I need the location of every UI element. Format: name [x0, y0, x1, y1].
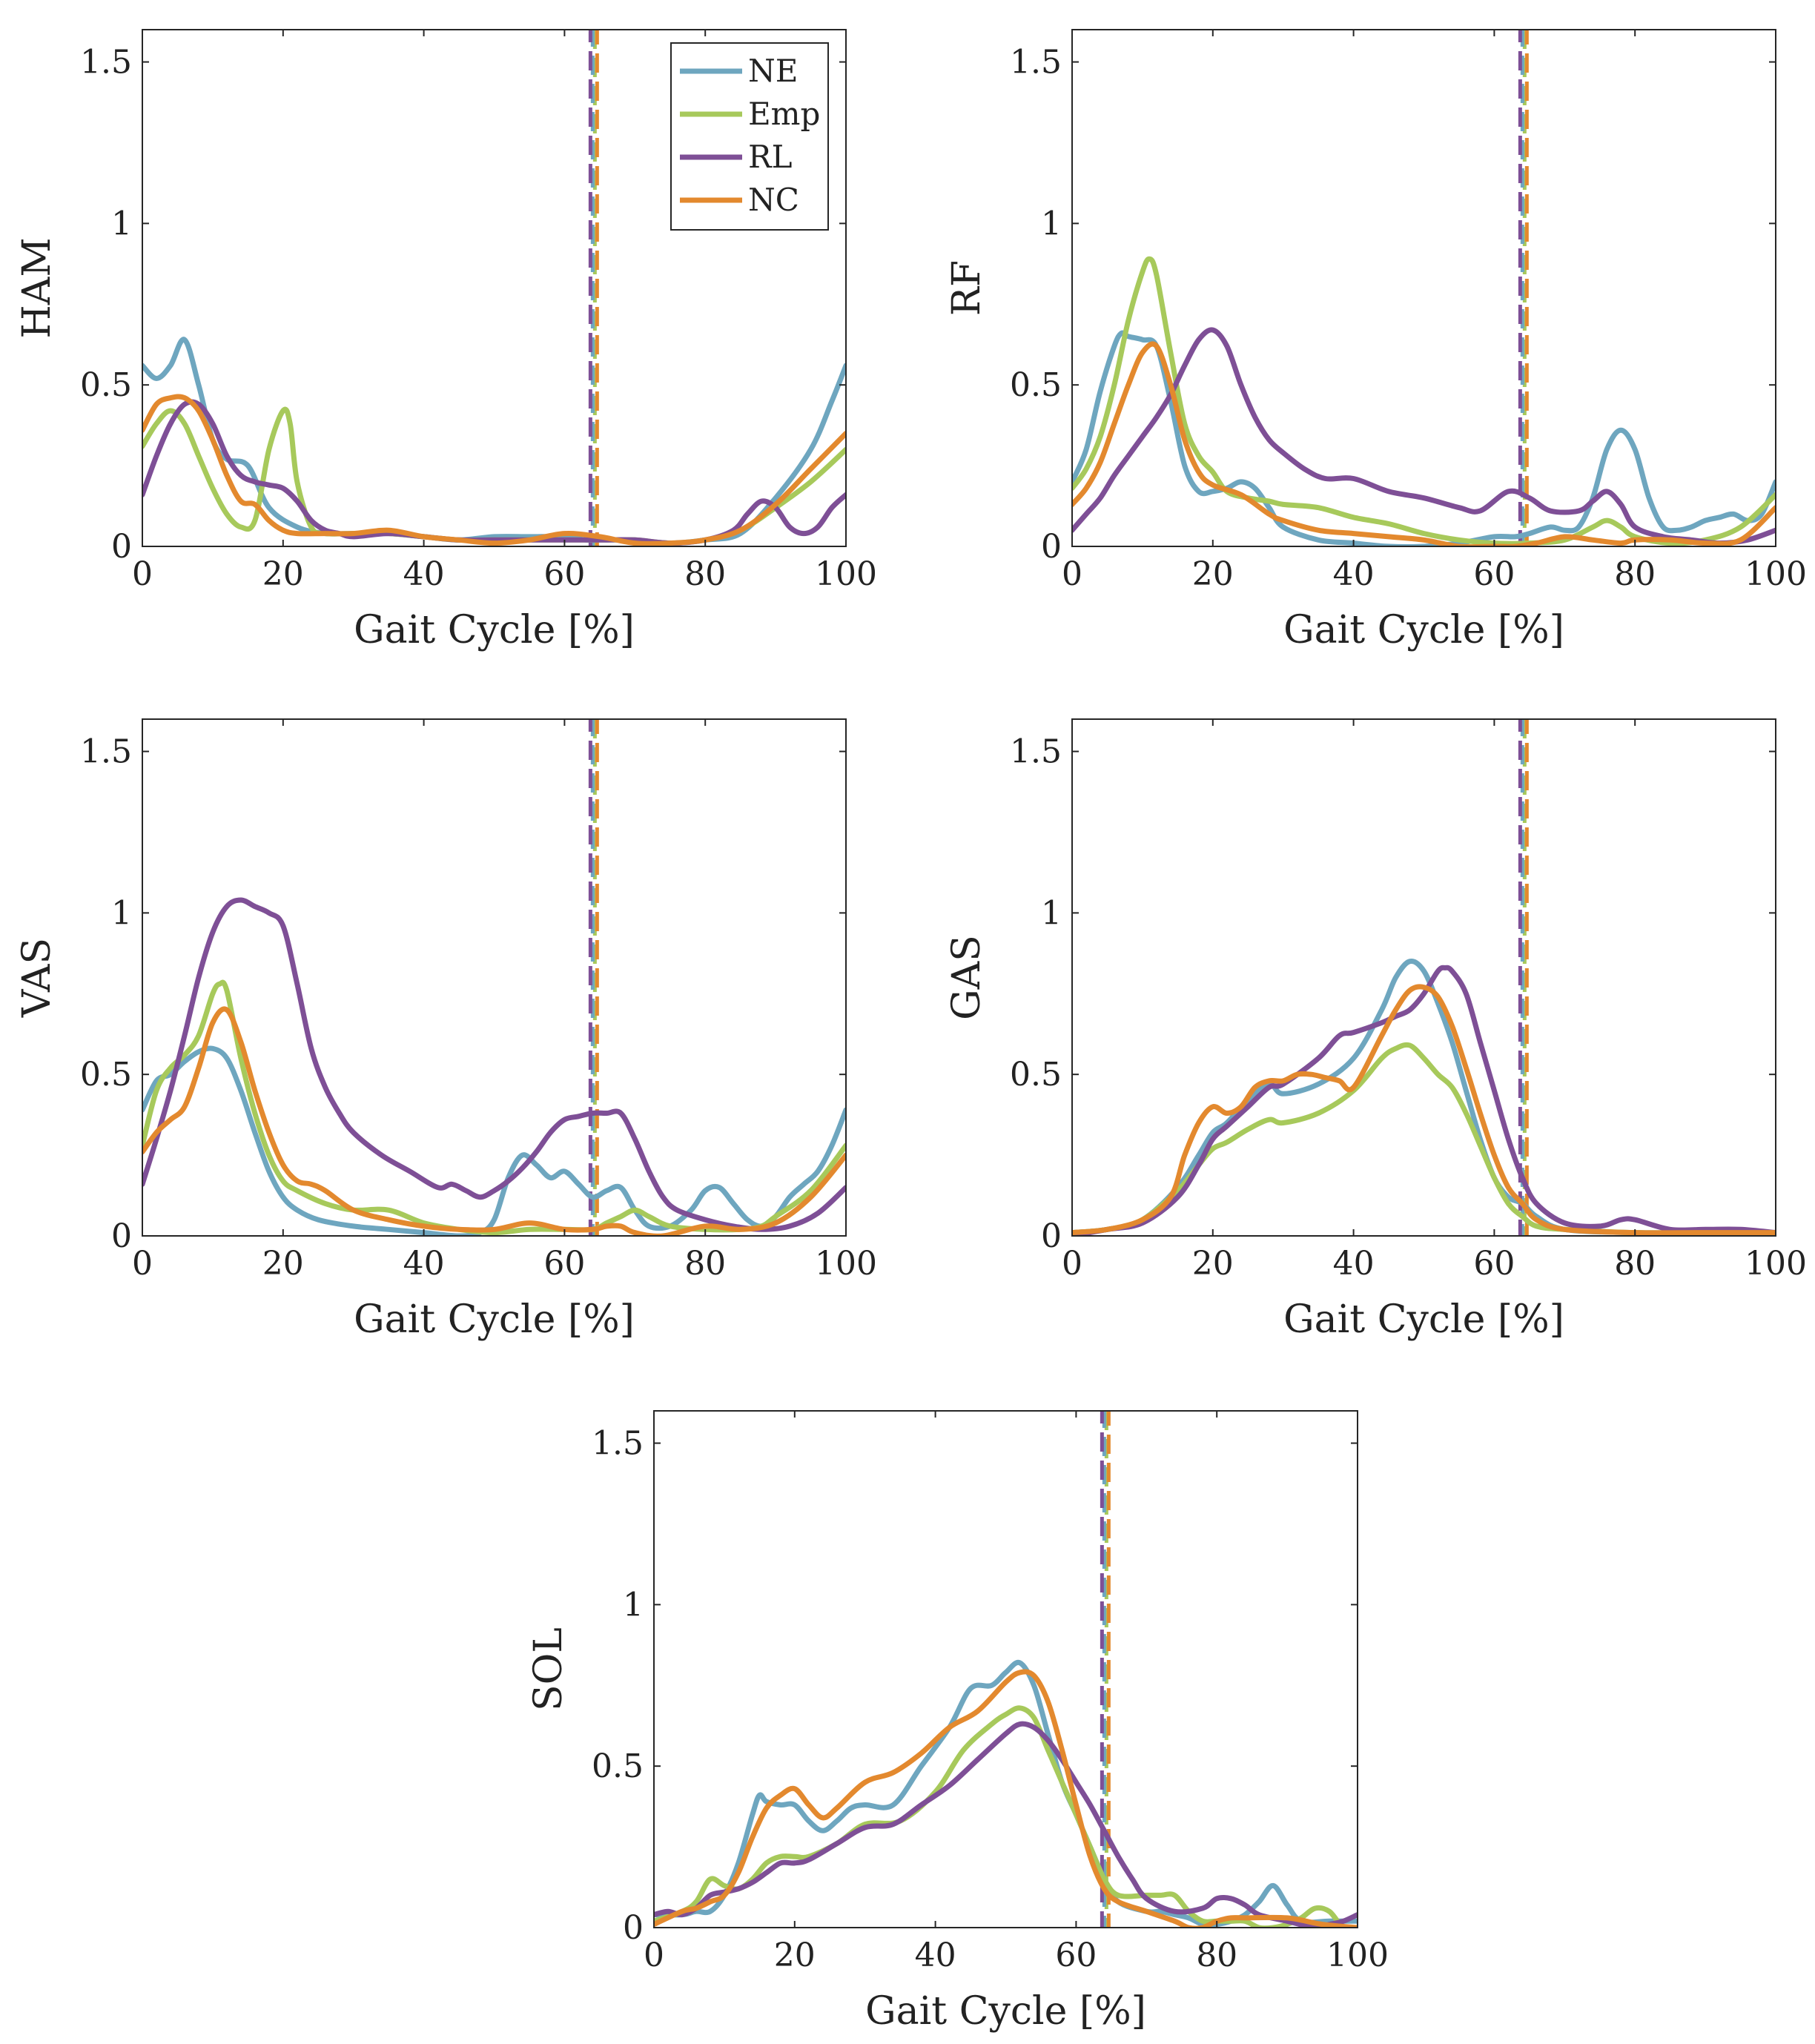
legend: NE Emp RL NC [670, 42, 829, 231]
plot-frame [142, 718, 847, 1237]
x-tick-label: 100 [815, 555, 877, 593]
y-tick-label: 0 [111, 528, 132, 566]
y-axis-label: RF [945, 260, 989, 316]
legend-label-emp: Emp [748, 96, 820, 132]
series-line-rl [654, 1721, 1358, 1928]
series-line-rl [1072, 965, 1776, 1236]
legend-label-nc: NC [748, 182, 799, 218]
x-tick-label: 100 [1745, 1245, 1807, 1283]
y-tick-label: 1.5 [80, 733, 132, 771]
chart-panel-ham: 0 20 40 60 80 100 0 0.5 1 1.5 Gait Cycle [%] HAM NE E… [15, 29, 877, 652]
x-axis-label: Gait Cycle [%] [865, 1989, 1146, 2034]
x-axis-label: Gait Cycle [%] [1283, 608, 1564, 652]
x-tick-label: 20 [262, 555, 304, 593]
x-tick-label: 0 [1062, 1245, 1082, 1283]
series-line-emp [1072, 1042, 1776, 1236]
y-tick-label: 1 [111, 205, 132, 242]
x-axis-label: Gait Cycle [%] [354, 608, 635, 652]
series-line-ne [1072, 958, 1776, 1236]
y-tick-label: 1.5 [1010, 44, 1062, 82]
x-tick-label: 20 [262, 1245, 304, 1283]
y-tick-label: 1 [111, 894, 132, 932]
x-tick-label: 80 [1614, 555, 1656, 593]
series-line-rl [142, 897, 846, 1232]
series-line-nc [1072, 984, 1776, 1236]
y-tick-label: 0 [623, 1909, 644, 1947]
y-tick-label: 1.5 [592, 1425, 644, 1463]
x-tick-label: 100 [1326, 1936, 1389, 1974]
series-line-emp [1072, 256, 1776, 546]
y-tick-label: 0.5 [1010, 366, 1062, 404]
x-axis-label: Gait Cycle [%] [1283, 1297, 1564, 1342]
x-tick-label: 0 [132, 555, 153, 593]
series-line-rl [1072, 327, 1776, 546]
x-tick-label: 80 [1196, 1936, 1237, 1974]
y-tick-label: 1.5 [1010, 733, 1062, 771]
y-tick-label: 0 [111, 1217, 132, 1255]
plot-area [1072, 719, 1776, 1236]
x-tick-label: 0 [132, 1245, 153, 1283]
x-tick-label: 20 [1192, 555, 1234, 593]
x-tick-label: 60 [1473, 555, 1515, 593]
y-tick-label: 1.5 [80, 44, 132, 82]
plot-frame [1071, 29, 1776, 547]
x-tick-label: 40 [403, 1245, 445, 1283]
x-tick-label: 40 [1333, 555, 1375, 593]
plot-frame [653, 1410, 1358, 1928]
x-tick-label: 40 [1333, 1245, 1375, 1283]
chart-panel-gas: 0 20 40 60 80 100 0 0.5 1 1.5 Gait Cycle [%] GAS [945, 718, 1807, 1342]
legend-label-rl: RL [748, 139, 793, 175]
y-tick-label: 0.5 [1010, 1056, 1062, 1094]
x-tick-label: 80 [1614, 1245, 1656, 1283]
y-axis-label: VAS [15, 938, 59, 1018]
series-line-nc [1072, 341, 1776, 546]
x-tick-label: 60 [1473, 1245, 1515, 1283]
plot-frame [1071, 718, 1776, 1237]
x-tick-label: 60 [543, 1245, 585, 1283]
y-tick-label: 1 [623, 1586, 644, 1624]
x-tick-label: 20 [774, 1936, 816, 1974]
x-tick-label: 0 [1062, 555, 1082, 593]
x-tick-label: 80 [684, 1245, 726, 1283]
x-tick-label: 100 [815, 1245, 877, 1283]
plot-area [142, 719, 846, 1236]
series-line-ne [142, 1045, 846, 1236]
y-tick-label: 0.5 [592, 1747, 644, 1785]
plot-frame [142, 29, 847, 547]
y-tick-label: 0 [1041, 1217, 1062, 1255]
x-tick-label: 100 [1745, 555, 1807, 593]
x-tick-label: 60 [1055, 1936, 1097, 1974]
y-axis-label: GAS [945, 935, 989, 1020]
chart-panel-rf: 0 20 40 60 80 100 0 0.5 1 1.5 Gait Cycle [%] RF [945, 29, 1807, 652]
x-tick-label: 40 [403, 555, 445, 593]
chart-panel-vas: 0 20 40 60 80 100 0 0.5 1 1.5 Gait Cycle [%] VAS [15, 718, 877, 1342]
x-axis-label: Gait Cycle [%] [354, 1297, 635, 1342]
plot-area [1072, 30, 1776, 546]
x-tick-label: 60 [543, 555, 585, 593]
y-axis-label: SOL [526, 1627, 571, 1711]
x-tick-label: 20 [1192, 1245, 1234, 1283]
y-tick-label: 0 [1041, 528, 1062, 566]
y-tick-label: 1 [1041, 205, 1062, 242]
y-axis-label: HAM [15, 237, 59, 338]
series-line-nc [654, 1669, 1358, 1928]
chart-panel-sol: 0 20 40 60 80 100 0 0.5 1 1.5 Gait Cycle [%] SOL [526, 1410, 1389, 2034]
series-line-emp [654, 1705, 1358, 1928]
legend-label-ne: NE [748, 53, 798, 89]
series-line-nc [142, 394, 846, 546]
x-tick-label: 40 [915, 1936, 956, 1974]
x-tick-label: 80 [684, 555, 726, 593]
y-tick-label: 0.5 [80, 1056, 132, 1094]
y-tick-label: 1 [1041, 894, 1062, 932]
x-tick-label: 0 [644, 1936, 664, 1974]
y-tick-label: 0.5 [80, 366, 132, 404]
